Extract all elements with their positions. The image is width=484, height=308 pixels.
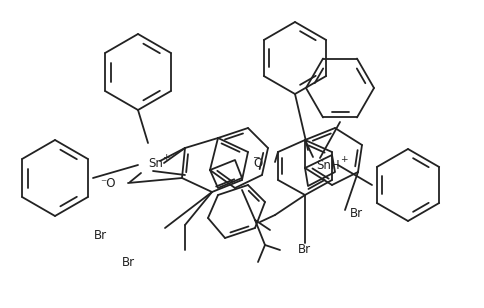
Text: Br: Br [350, 206, 363, 220]
Text: −: − [252, 152, 260, 161]
Text: O: O [254, 156, 263, 169]
Text: +: + [162, 152, 169, 161]
Text: SnH: SnH [316, 159, 340, 172]
Text: Br: Br [298, 242, 311, 256]
Text: ⁻O: ⁻O [100, 176, 116, 189]
Text: Br: Br [93, 229, 106, 241]
Text: Sn: Sn [148, 156, 163, 169]
Text: Br: Br [121, 256, 135, 269]
Text: +: + [340, 155, 348, 164]
